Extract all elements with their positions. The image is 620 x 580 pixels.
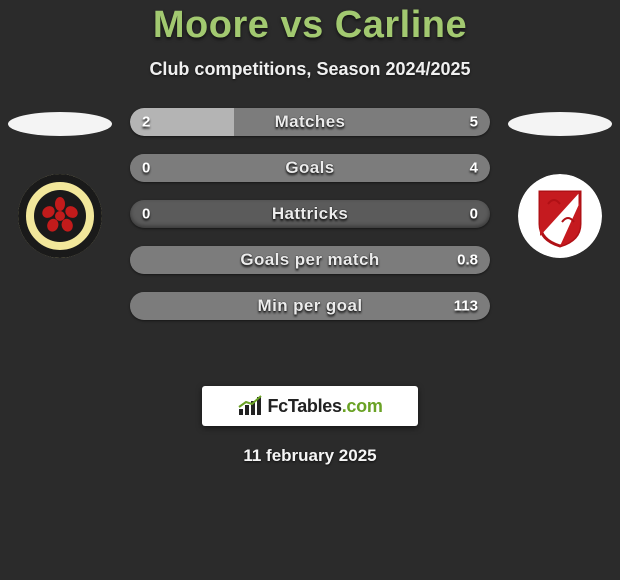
- chorley-badge-icon: [18, 174, 102, 258]
- comparison-panel: Matches 2 5 Goals 0 4 Hattricks 0 0 Goals per mat…: [0, 108, 620, 368]
- page-root: Moore vs Carline Club competitions, Seas…: [0, 0, 620, 580]
- stat-row: Hattricks 0 0: [130, 200, 490, 228]
- stat-label: Goals per match: [240, 250, 379, 270]
- stat-row: Goals 0 4: [130, 154, 490, 182]
- branding-card: FcTables.com: [202, 386, 418, 426]
- stat-label: Min per goal: [258, 296, 363, 316]
- brand-chart-icon: [237, 395, 263, 417]
- page-subtitle: Club competitions, Season 2024/2025: [0, 59, 620, 80]
- stat-value-left: 2: [142, 114, 150, 131]
- page-title: Moore vs Carline: [0, 4, 620, 47]
- stat-label: Matches: [275, 112, 346, 132]
- player-right-column: [500, 108, 620, 258]
- stats-list: Matches 2 5 Goals 0 4 Hattricks 0 0 Goals per mat…: [130, 108, 490, 320]
- player-left-ellipse: [8, 112, 112, 136]
- date-text: 11 february 2025: [0, 446, 620, 466]
- stat-value-left: 0: [142, 206, 150, 223]
- brand-suffix: .com: [342, 396, 383, 416]
- stat-value-right: 0.8: [457, 252, 478, 269]
- stat-row: Goals per match 0.8: [130, 246, 490, 274]
- stat-value-right: 0: [470, 206, 478, 223]
- stat-label: Hattricks: [272, 204, 348, 224]
- club-badge-left: [18, 174, 102, 258]
- stat-bar-right: [234, 108, 490, 136]
- stat-row: Min per goal 113: [130, 292, 490, 320]
- stat-value-right: 113: [454, 298, 478, 315]
- stat-value-right: 5: [470, 114, 478, 131]
- red-white-shield-icon: [518, 174, 602, 258]
- stat-label: Goals: [285, 158, 334, 178]
- club-badge-right: [518, 174, 602, 258]
- brand-name: FcTables: [267, 396, 341, 416]
- player-right-ellipse: [508, 112, 612, 136]
- brand-text: FcTables.com: [267, 396, 382, 417]
- stat-value-right: 4: [470, 160, 478, 177]
- stat-row: Matches 2 5: [130, 108, 490, 136]
- stat-value-left: 0: [142, 160, 150, 177]
- player-left-column: [0, 108, 120, 258]
